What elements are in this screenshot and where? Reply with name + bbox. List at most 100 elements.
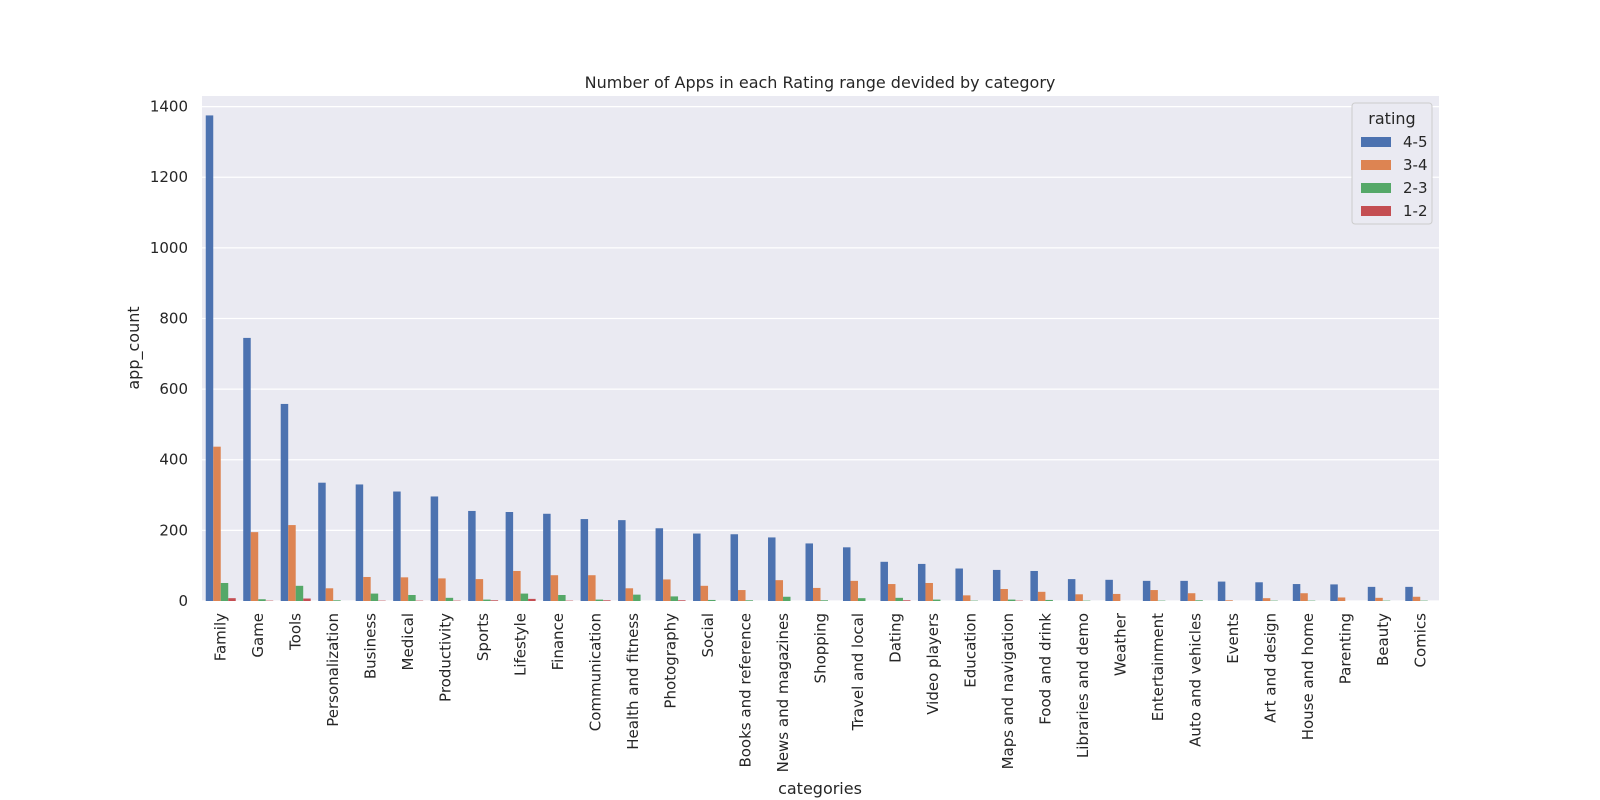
bar: [303, 598, 311, 601]
grid-lines: [202, 105, 1439, 602]
bar: [813, 587, 821, 601]
legend-swatch: [1361, 160, 1391, 170]
x-tick-label: Libraries and demo: [1074, 613, 1092, 758]
bar: [580, 519, 589, 601]
bar: [288, 525, 296, 601]
bar: [962, 595, 971, 601]
bar: [693, 533, 701, 601]
x-tick-label: News and magazines: [774, 613, 792, 773]
chart-title: Number of Apps in each Rating range devi…: [585, 73, 1056, 92]
bar: [490, 600, 499, 601]
bar: [1000, 588, 1008, 601]
x-axis-ticks: Family Game Tools Personalization Business Me…: [212, 612, 1430, 772]
bar: [280, 403, 289, 601]
bar: [475, 579, 484, 601]
bar: [438, 578, 446, 601]
x-tick-label: Beauty: [1374, 613, 1392, 666]
bar: [1225, 600, 1233, 601]
legend-title: rating: [1368, 109, 1415, 128]
bar: [505, 512, 514, 601]
bar: [618, 520, 626, 601]
legend: rating 4-5 3-4 2-3 1-2: [1351, 102, 1433, 225]
y-tick-label: 0: [178, 592, 188, 610]
x-tick-label: Shopping: [812, 613, 830, 683]
bar: [842, 547, 851, 601]
bar: [895, 597, 903, 601]
bar: [1187, 593, 1196, 601]
bar: [857, 598, 866, 601]
bar: [1330, 584, 1338, 601]
bar: [775, 580, 784, 601]
bar: [1007, 599, 1016, 601]
bar: [258, 599, 266, 601]
x-tick-label: Food and drink: [1036, 613, 1054, 725]
x-tick-label: Education: [961, 613, 979, 688]
x-tick-label: Weather: [1111, 612, 1129, 676]
bar: [220, 582, 229, 601]
x-tick-label: Events: [1224, 613, 1242, 664]
bar: [1300, 593, 1308, 601]
x-tick-label: Personalization: [324, 613, 342, 727]
bar: [213, 446, 221, 601]
x-tick-label: Medical: [399, 613, 417, 670]
bar: [708, 599, 716, 601]
bar: [745, 600, 754, 601]
y-axis-ticks: 0 200 400 600 800 1000 1200 1400: [150, 98, 188, 610]
bar: [603, 600, 611, 601]
y-tick-label: 1000: [150, 239, 188, 257]
legend-label: 3-4: [1403, 156, 1428, 174]
x-tick-label: Lifestyle: [512, 613, 530, 676]
x-tick-label: Family: [212, 613, 230, 661]
bar: [783, 596, 791, 601]
bar: [1337, 597, 1346, 601]
bar: [325, 588, 334, 601]
x-tick-label: Tools: [287, 613, 305, 651]
bar: [1180, 580, 1188, 601]
bar: [1367, 586, 1376, 601]
legend-box: [1351, 102, 1433, 225]
x-tick-label: Books and reference: [737, 613, 755, 768]
x-tick-label: Auto and vehicles: [1186, 613, 1204, 747]
bar: [445, 597, 454, 601]
bar: [1195, 600, 1203, 601]
y-tick-label: 400: [159, 451, 188, 469]
bar: [228, 598, 236, 601]
bar: [805, 543, 814, 601]
bar: [1405, 586, 1413, 601]
x-tick-label: Communication: [587, 613, 605, 731]
x-axis-title: categories: [778, 779, 862, 798]
x-tick-label: Comics: [1411, 613, 1429, 668]
x-tick-label: Sports: [474, 613, 492, 661]
x-tick-label: Dating: [886, 613, 904, 663]
legend-label: 2-3: [1403, 179, 1428, 197]
bar: [1412, 596, 1421, 601]
bars-group: [205, 115, 1428, 601]
bar: [1075, 594, 1083, 601]
y-tick-label: 200: [159, 521, 188, 539]
bar: [1067, 579, 1076, 601]
bar: [738, 590, 746, 601]
x-tick-label: Art and design: [1261, 613, 1279, 723]
y-tick-label: 600: [159, 380, 188, 398]
bar: [318, 482, 326, 601]
bar: [370, 593, 379, 601]
bar: [588, 575, 596, 601]
bar: [558, 594, 566, 601]
bar: [543, 513, 551, 601]
x-tick-label: Travel and local: [849, 613, 867, 731]
bar: [393, 491, 401, 601]
bar: [468, 510, 476, 601]
bar: [408, 594, 416, 601]
bar: [550, 575, 559, 601]
bar: [955, 568, 963, 601]
bar: [595, 599, 604, 601]
bar: [1292, 584, 1301, 601]
bar: [992, 569, 1001, 601]
bar: [932, 599, 941, 601]
x-tick-label: Productivity: [437, 613, 455, 702]
bar: [1150, 590, 1158, 601]
plot-background: [202, 96, 1439, 601]
bar: [400, 577, 409, 601]
bar: [1030, 570, 1038, 601]
x-tick-label: Maps and navigation: [999, 613, 1017, 769]
